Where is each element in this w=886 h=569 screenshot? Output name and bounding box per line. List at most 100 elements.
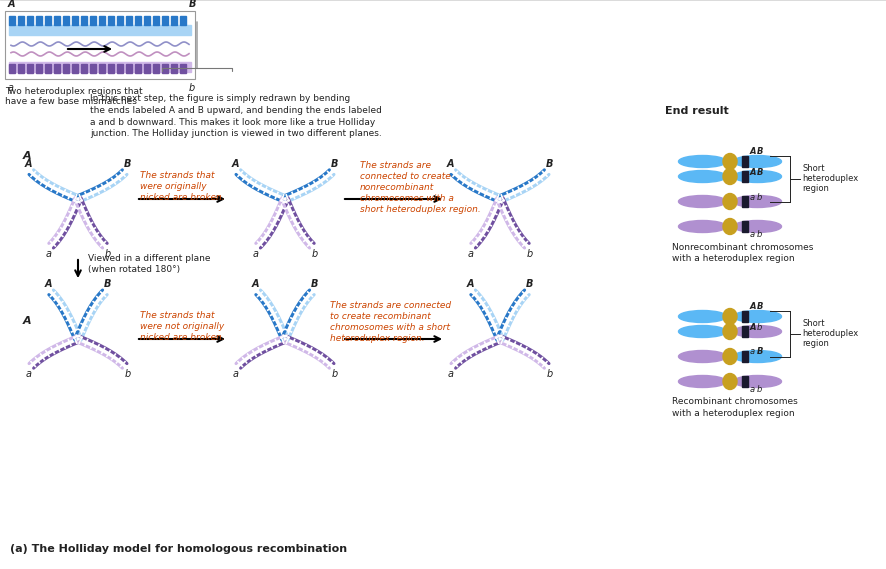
Text: B: B [526,279,533,289]
Bar [81,16,87,25]
Bar [108,64,114,73]
Text: b: b [189,83,195,93]
Text: a: a [447,369,454,379]
Bar [9,25,191,35]
Bar [162,16,168,25]
Ellipse shape [723,154,737,170]
Text: a: a [26,369,31,379]
Ellipse shape [679,196,727,208]
Text: The strands are
connected to create
nonrecombinant
chromosomes with a
short hete: The strands are connected to create nonr… [360,161,481,215]
Text: A: A [44,279,52,289]
Ellipse shape [723,373,737,390]
Ellipse shape [679,171,727,183]
Ellipse shape [734,311,781,323]
Text: Nonrecombinant chromosomes
with a heteroduplex region: Nonrecombinant chromosomes with a hetero… [672,242,813,263]
Ellipse shape [734,351,781,362]
Ellipse shape [734,171,781,183]
Text: b: b [757,229,762,238]
Bar [126,16,132,25]
Ellipse shape [723,324,737,340]
Text: A: A [750,323,757,332]
Text: B: B [331,159,338,169]
Text: a: a [45,249,51,259]
Bar [36,16,42,25]
Bar [18,16,24,25]
Text: Short
heteroduplex
region: Short heteroduplex region [803,319,859,348]
Bar [742,376,748,387]
FancyBboxPatch shape [5,11,195,79]
Bar [144,16,150,25]
Bar [63,64,69,73]
Text: A: A [447,159,455,169]
Text: B: B [757,146,764,155]
Bar [45,16,51,25]
Bar [162,64,168,73]
Text: a: a [750,192,755,201]
Text: Viewed in a different plane
(when rotated 180°): Viewed in a different plane (when rotate… [88,254,211,274]
Text: B: B [124,159,131,169]
Bar [153,16,159,25]
Ellipse shape [679,351,727,362]
Bar [117,16,123,25]
Bar [9,16,15,25]
Text: B: B [189,0,197,9]
Bar [54,64,60,73]
Ellipse shape [734,221,781,233]
Ellipse shape [734,376,781,387]
Bar [144,64,150,73]
Bar [742,221,748,232]
Text: b: b [125,369,131,379]
Bar [9,64,15,73]
Ellipse shape [734,196,781,208]
Bar [180,64,186,73]
Bar [180,16,186,25]
Text: A: A [25,159,32,169]
Text: B: B [546,159,554,169]
Ellipse shape [679,311,727,323]
Text: The strands that
were originally
nicked are broken.: The strands that were originally nicked … [140,171,225,202]
Ellipse shape [723,193,737,209]
Text: Short
heteroduplex
region: Short heteroduplex region [803,164,859,193]
Ellipse shape [723,348,737,365]
Bar [117,64,123,73]
Text: A: A [231,159,239,169]
Text: End result: End result [665,106,729,116]
Bar [36,64,42,73]
Bar [72,64,78,73]
Text: B: B [311,279,319,289]
Ellipse shape [679,221,727,233]
Text: b: b [757,192,762,201]
Text: a: a [253,249,258,259]
Bar [742,351,748,362]
Text: a: a [750,348,755,357]
Bar [9,62,191,72]
Bar [27,64,33,73]
Bar [126,64,132,73]
Bar [99,16,105,25]
Bar [171,16,177,25]
Ellipse shape [679,155,727,167]
Ellipse shape [723,218,737,234]
Ellipse shape [723,168,737,184]
Text: (a) The Holliday model for homologous recombination: (a) The Holliday model for homologous re… [10,544,347,554]
Text: A: A [750,146,757,155]
Bar [742,196,748,207]
Text: Two heteroduplex regions that
have a few base mismatches: Two heteroduplex regions that have a few… [5,87,143,106]
Bar [27,16,33,25]
Text: a: a [232,369,238,379]
Bar [90,64,96,73]
Ellipse shape [723,308,737,324]
Text: b: b [527,249,533,259]
Text: A: A [23,151,32,161]
Text: a: a [467,249,473,259]
Bar [72,16,78,25]
Text: A: A [23,316,32,326]
Bar [742,156,748,167]
Bar [153,64,159,73]
Text: b: b [757,385,762,394]
Text: A: A [8,0,15,9]
Text: a: a [750,385,755,394]
Bar [63,16,69,25]
Text: a: a [750,229,755,238]
Bar [45,64,51,73]
